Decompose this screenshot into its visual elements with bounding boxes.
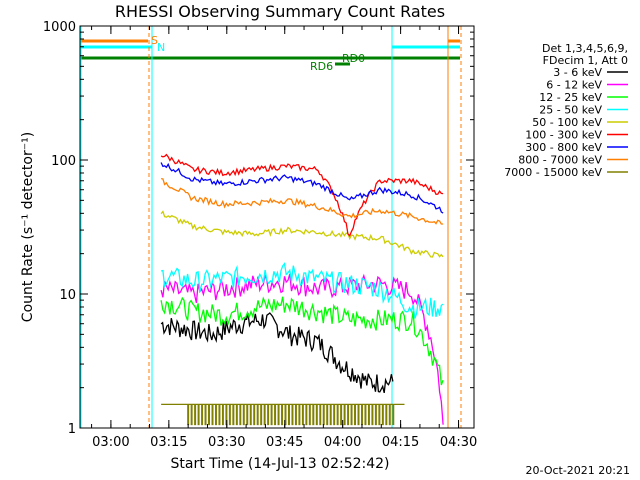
x-tick-label: 03:30 [208,435,245,450]
legend-entry-label: 25 - 50 keV [539,104,602,117]
annot-rd6: RD6 [310,60,333,73]
series-line [160,177,444,225]
y-tick-label: 1 [68,422,76,437]
x-tick-label: 03:45 [266,435,303,450]
legend-entry-label: 12 - 25 keV [539,91,602,104]
legend-entry-label: 6 - 12 keV [546,79,602,92]
plot-frame [79,25,475,429]
series-line [160,162,444,214]
y-tick-label: 100 [51,154,76,169]
annot-s: S [151,34,158,47]
y-tick-label: 10 [59,288,76,303]
annot-n: N [157,41,165,54]
annot-rd0: RD0 [342,52,365,65]
x-tick-label: 03:15 [150,435,187,450]
legend: Det 1,3,4,5,6,9,FDecim 1, Att 03 - 6 keV… [504,42,628,179]
series-group [160,153,444,426]
legend-entry-label: 300 - 800 keV [525,141,602,154]
y-axis-label: Count Rate (s⁻¹ detector⁻¹) [20,132,36,322]
axes: 1 10 100 1000 03:00 03:15 03:30 03:45 04:00 04:15… [43,20,477,450]
x-tick-label: 03:00 [92,435,129,450]
legend-header: FDecim 1, Att 0 [543,54,628,67]
legend-header: Det 1,3,4,5,6,9, [542,42,628,55]
series-line [160,296,444,386]
chart-title: RHESSI Observing Summary Count Rates [115,2,445,21]
legend-entry-label: 50 - 100 keV [532,116,602,129]
y-tick-label: 1000 [43,20,76,35]
series-line [160,210,444,258]
attenuator-lines [80,26,462,428]
legend-entry-label: 800 - 7000 keV [518,154,602,167]
series-line [160,153,444,237]
series-line [160,262,444,319]
x-tick-label: 04:30 [440,435,477,450]
footer-timestamp: 20-Oct-2021 20:21 [526,464,630,477]
x-tick-label: 04:15 [382,435,419,450]
legend-entry-label: 7000 - 15000 keV [504,166,602,179]
legend-entry-label: 100 - 300 keV [525,129,602,142]
series-line [160,312,394,394]
x-axis-label: Start Time (14-Jul-13 02:52:42) [170,456,389,472]
legend-entry-label: 3 - 6 keV [553,66,602,79]
x-tick-label: 04:00 [324,435,361,450]
observing-bands [80,39,460,66]
